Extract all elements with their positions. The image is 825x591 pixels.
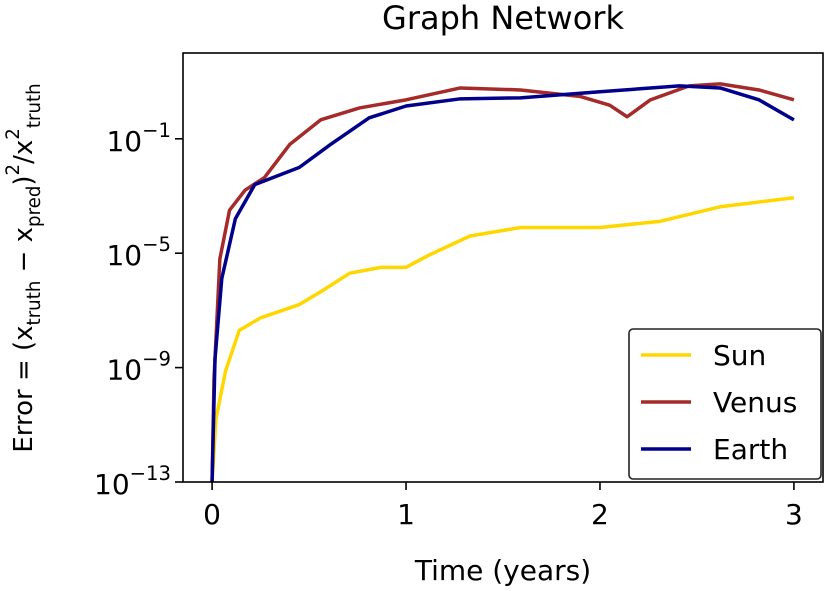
y-tick-label: 10−5 (106, 233, 171, 272)
x-axis-label: Time (years) (414, 554, 591, 587)
y-tick-label: 10−13 (94, 462, 171, 501)
y-tick-label: 10−9 (106, 348, 171, 387)
y-tick-label: 10−1 (106, 119, 171, 158)
x-tick-label: 0 (203, 498, 221, 531)
y-axis-label: Error = (xtruth − xpred)2/x2truth (3, 83, 45, 452)
x-tick-label: 1 (397, 498, 415, 531)
legend-label: Venus (713, 386, 797, 419)
line-series (210, 195, 795, 482)
legend-label: Earth (713, 433, 788, 466)
plot-frame (182, 52, 824, 483)
chart-title: Graph Network (382, 0, 624, 37)
legend-label: Sun (713, 339, 766, 372)
line-series (210, 82, 795, 482)
x-tick-label: 2 (591, 498, 609, 531)
line-series (210, 84, 795, 482)
legend-box (628, 328, 822, 480)
x-tick-label: 3 (785, 498, 803, 531)
